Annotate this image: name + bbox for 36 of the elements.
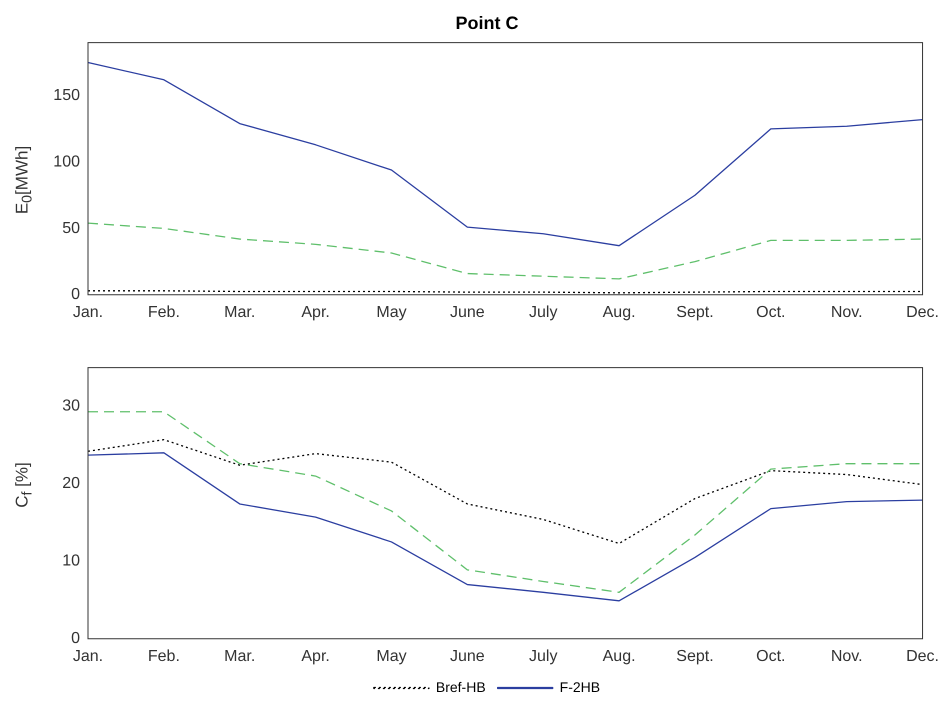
x-tick-label: June [450, 304, 485, 321]
x-tick-label: Nov. [830, 648, 863, 665]
legend-label: F-2HB [560, 678, 600, 695]
x-tick-label: Jan. [72, 648, 104, 665]
y-tick-label: 50 [62, 220, 80, 237]
x-tick-label: Apr. [301, 648, 330, 665]
x-tick-label: Nov. [830, 304, 863, 321]
x-tick-label: Mar. [224, 648, 256, 665]
x-tick-label: May [376, 648, 407, 665]
x-tick-label: Dec. [906, 648, 940, 665]
chart-title: Point C [456, 12, 518, 33]
x-tick-label: July [528, 304, 558, 321]
legend-label: Bref-HB [436, 678, 486, 695]
x-tick-label: Apr. [301, 304, 330, 321]
y-tick-label: 100 [53, 153, 80, 170]
x-tick-label: Feb. [148, 648, 180, 665]
x-tick-label: Mar. [224, 304, 256, 321]
x-tick-label: July [528, 648, 558, 665]
x-tick-label: Sept. [676, 304, 714, 321]
x-tick-label: Aug. [602, 304, 636, 321]
line-series [87, 222, 924, 280]
x-tick-label: Oct. [756, 304, 786, 321]
y-tick-label: 0 [71, 630, 80, 648]
y-tick-label: 30 [62, 398, 80, 415]
x-tick-label: Aug. [602, 648, 636, 665]
x-tick-label: Jan. [72, 304, 104, 321]
x-tick-label: May [376, 304, 407, 321]
y-tick-label: 0 [71, 286, 80, 304]
y-tick-label: 10 [62, 552, 80, 570]
x-tick-label: Oct. [756, 648, 786, 665]
y-tick-label: 150 [53, 87, 80, 104]
x-tick-label: June [450, 648, 485, 665]
y-tick-label: 20 [62, 475, 80, 492]
x-tick-label: Dec. [906, 304, 940, 321]
x-tick-label: Feb. [148, 304, 180, 321]
x-tick-label: Sept. [676, 648, 714, 665]
